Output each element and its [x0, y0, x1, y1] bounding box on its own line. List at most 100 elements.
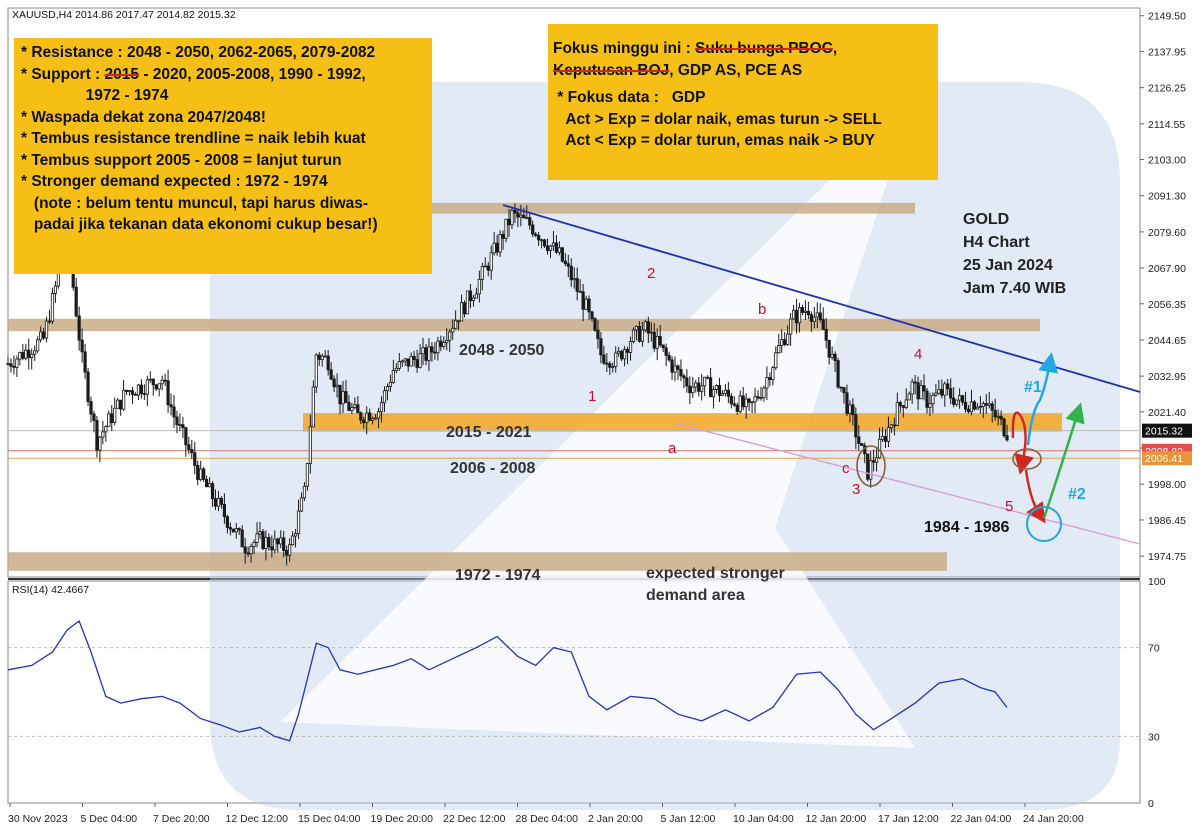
- time-tick-label: 22 Jan 04:00: [951, 813, 1012, 825]
- candle-body: [219, 497, 224, 505]
- candle-body: [18, 352, 22, 360]
- candle-body: [240, 529, 244, 548]
- price-tick-label: 2032.95: [1148, 371, 1186, 383]
- candle-body: [990, 403, 994, 411]
- candle-body: [216, 497, 221, 507]
- candle-body: [937, 389, 941, 394]
- candle-body: [913, 381, 917, 384]
- candle-body: [925, 390, 929, 408]
- candle-body: [181, 424, 185, 429]
- candle-body: [285, 549, 289, 556]
- candle-body: [421, 347, 425, 355]
- candle-body: [711, 389, 716, 398]
- candle-body: [101, 431, 105, 438]
- candle-body: [806, 310, 811, 316]
- resistance-trendline: [502, 204, 1141, 393]
- candle-body: [15, 358, 19, 368]
- candle-body: [448, 331, 452, 341]
- candle-body: [332, 378, 336, 388]
- candle-body: [139, 384, 144, 394]
- candle-body: [290, 535, 295, 546]
- candle-body: [492, 242, 496, 254]
- candle-body: [756, 396, 760, 399]
- candle-body: [95, 420, 99, 451]
- candle-body: [919, 385, 923, 400]
- zone-1972-1974: [8, 552, 947, 571]
- candle-body: [489, 252, 493, 271]
- candle-body: [314, 354, 318, 388]
- candle-body: [92, 413, 96, 421]
- candle-body: [774, 352, 778, 369]
- candle-body: [590, 311, 594, 320]
- candle-body: [706, 376, 710, 379]
- candle-body: [975, 406, 979, 410]
- candle-body: [750, 401, 754, 404]
- candle-body: [33, 350, 37, 355]
- candle-body: [563, 260, 567, 265]
- candle-body: [830, 353, 834, 358]
- candle-body: [726, 389, 730, 397]
- candle-body: [228, 527, 232, 530]
- candle-body: [172, 406, 176, 418]
- candle-body: [47, 320, 52, 323]
- candle-body: [353, 404, 357, 408]
- candle-body: [569, 265, 573, 281]
- zone-label-2006-2008: 2006 - 2008: [450, 460, 536, 477]
- candle-body: [9, 363, 13, 367]
- candle-body: [207, 483, 212, 488]
- candle-body: [836, 360, 840, 388]
- candle-body: [839, 386, 843, 389]
- candle-body: [53, 285, 58, 294]
- candle-body: [812, 316, 816, 322]
- note-line-support-cont: 1972 - 1974: [21, 87, 169, 104]
- candle-body: [6, 363, 10, 366]
- target-circle: [1026, 506, 1062, 542]
- candle-body: [196, 464, 200, 480]
- price-tick-label: 2137.95: [1148, 46, 1186, 58]
- candle-body: [276, 538, 280, 545]
- candle-body: [451, 327, 455, 333]
- candle-body: [892, 424, 896, 427]
- candle-body: [516, 212, 520, 218]
- candle-body: [682, 375, 686, 379]
- scenario-2-down-arrow: [1024, 469, 1046, 524]
- candle-body: [415, 359, 419, 368]
- candle-body: [344, 391, 348, 403]
- time-tick-label: 17 Jan 12:00: [878, 813, 939, 825]
- candle-body: [747, 398, 751, 403]
- candle-body: [649, 331, 653, 334]
- zone-2048-2050: [8, 318, 1040, 332]
- note-line-stronger-demand: * Stronger demand expected : 1972 - 1974: [21, 173, 328, 190]
- candle-body: [424, 347, 428, 361]
- price-chart-header: XAUUSD,H4 2014.86 2017.47 2014.82 2015.3…: [12, 9, 236, 21]
- candle-body: [955, 399, 959, 405]
- candles-group: [6, 203, 1009, 566]
- focus-act-lt-exp: Act < Exp = dolar turun, emas naik -> BU…: [553, 132, 876, 149]
- candle-body: [462, 302, 467, 315]
- candle-body: [791, 309, 796, 320]
- candle-body: [302, 485, 307, 499]
- candle-body: [296, 510, 301, 534]
- scenario-1-up-arrow: [1026, 352, 1059, 446]
- candle-body: [637, 326, 642, 342]
- candle-body: [442, 342, 446, 347]
- time-tick-label: 22 Dec 12:00: [443, 813, 506, 825]
- candle-body: [169, 404, 173, 408]
- candle-body: [175, 416, 179, 426]
- candle-body: [631, 329, 636, 342]
- candle-body: [703, 376, 707, 387]
- focus-line-1: Fokus minggu ini : Suku bunga PBOC,: [553, 40, 838, 57]
- candle-body: [545, 245, 550, 251]
- candle-body: [854, 414, 858, 438]
- candle-body: [373, 417, 378, 420]
- candle-body: [457, 320, 461, 323]
- candle-body: [329, 369, 333, 380]
- price-tick-label: 2021.40: [1148, 407, 1186, 419]
- candle-body: [714, 385, 719, 390]
- candle-body: [225, 516, 229, 528]
- time-tick-label: 30 Nov 2023: [8, 813, 68, 825]
- candle-body: [688, 385, 692, 394]
- candle-body: [531, 224, 535, 235]
- candle-body: [993, 409, 997, 418]
- candle-body: [700, 385, 704, 392]
